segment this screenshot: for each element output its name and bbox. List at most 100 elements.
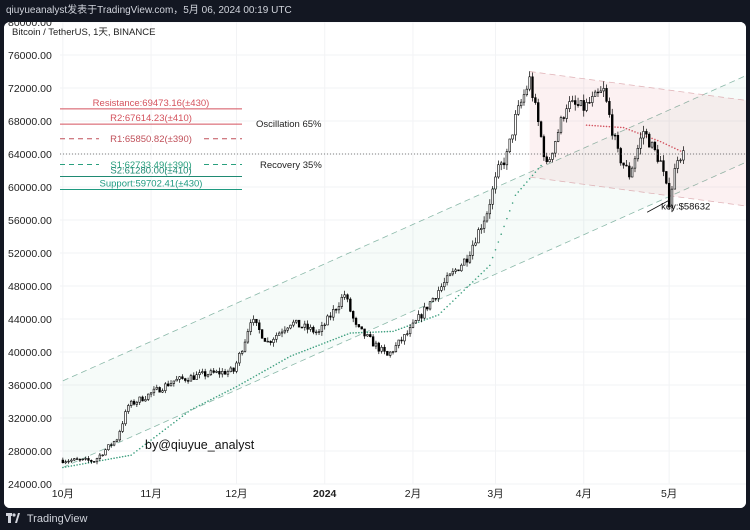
candle-body xyxy=(591,96,594,103)
trail-dot xyxy=(355,332,357,334)
candle-body xyxy=(175,378,178,382)
candle-body xyxy=(531,76,534,98)
candle-body xyxy=(460,264,463,272)
candle-body xyxy=(181,376,184,379)
candle-body xyxy=(488,203,491,215)
trail-dot xyxy=(178,417,181,420)
trail-dot-red xyxy=(634,131,636,133)
trail-dot xyxy=(318,344,320,346)
candle-body xyxy=(477,229,480,244)
trail-dot xyxy=(366,331,369,334)
candle-body xyxy=(363,328,366,337)
trail-dot xyxy=(429,317,431,319)
level-label: Resistance:69473.16(±430) xyxy=(93,98,210,109)
trail-dot xyxy=(124,455,127,457)
trail-dot xyxy=(540,164,542,167)
candle-body xyxy=(141,396,144,402)
candle-body xyxy=(394,345,398,353)
candle-body xyxy=(545,156,548,163)
candle-body xyxy=(443,282,446,288)
candle-body xyxy=(277,332,281,336)
trail-dot xyxy=(138,447,141,450)
candle-body xyxy=(246,331,250,343)
trail-dot xyxy=(210,398,212,401)
candle-body xyxy=(147,393,150,400)
candle-body xyxy=(243,341,247,352)
trail-dot xyxy=(173,421,175,424)
candle-body xyxy=(653,141,657,150)
trail-dot xyxy=(130,454,132,456)
candle-body xyxy=(534,97,537,103)
trail-dot xyxy=(232,387,235,389)
candle-body xyxy=(223,371,227,375)
candle-body xyxy=(84,458,87,460)
y-tick-label: 40000.00 xyxy=(8,347,52,359)
trail-dot xyxy=(526,181,528,183)
candle-body xyxy=(343,294,346,298)
trail-dot xyxy=(241,382,243,385)
key-label: key:$58632 xyxy=(661,201,710,212)
trail-dot xyxy=(417,321,420,323)
y-tick-label: 36000.00 xyxy=(8,380,52,392)
candle-body xyxy=(357,324,361,327)
candle-body xyxy=(260,329,264,339)
candle-body xyxy=(369,334,372,338)
trail-dot xyxy=(76,464,78,466)
candle-body xyxy=(642,131,645,139)
trail-dot-red xyxy=(628,128,631,131)
trail-dot xyxy=(244,381,246,383)
trail-dot xyxy=(423,319,426,321)
candle-body xyxy=(420,314,423,319)
footer-brand: TradingView xyxy=(26,513,88,525)
level-label: R1:65850.82(±390) xyxy=(110,134,192,145)
candle-body xyxy=(406,333,409,335)
candle-body xyxy=(426,306,429,310)
trail-dot-red xyxy=(654,138,656,141)
trail-dot-red xyxy=(659,140,662,143)
trail-dot xyxy=(110,457,113,460)
price-chart[interactable]: Resistance:69473.16(±430) R2:67614.23(±41… xyxy=(4,22,746,508)
trail-dot xyxy=(343,334,346,337)
trail-dot xyxy=(201,403,204,405)
candle-body xyxy=(454,269,457,272)
trail-dot xyxy=(531,174,534,177)
trail-dot xyxy=(474,278,477,280)
candle-body xyxy=(673,168,677,190)
candle-body xyxy=(138,396,141,403)
trail-dot xyxy=(161,430,164,433)
trail-dot xyxy=(426,318,428,320)
trail-dot xyxy=(523,184,525,187)
grid-layer xyxy=(60,22,746,485)
candle-body xyxy=(295,319,298,323)
trail-dot-red xyxy=(608,125,611,128)
trail-dot-red xyxy=(602,125,605,128)
candle-body xyxy=(121,423,124,432)
trail-dot xyxy=(432,316,434,318)
candle-body xyxy=(574,100,577,105)
candle-body xyxy=(226,371,230,375)
trail-dot xyxy=(534,171,537,173)
candle-body xyxy=(537,102,540,123)
candle-body xyxy=(511,134,514,140)
channel-lower-line xyxy=(62,161,746,468)
trail-dot-red xyxy=(637,132,639,134)
candle-body xyxy=(64,461,67,464)
trail-dot xyxy=(278,361,280,364)
trail-dot xyxy=(301,350,303,353)
level-label-bg xyxy=(99,159,203,170)
candle-body xyxy=(127,405,130,412)
candle-body xyxy=(670,188,674,208)
trail-dot xyxy=(386,330,389,333)
trail-dot-red xyxy=(674,147,676,150)
trail-dot xyxy=(469,283,471,286)
trail-dot xyxy=(508,210,511,212)
candle-body xyxy=(659,160,662,162)
candle-body xyxy=(645,131,648,135)
trail-dot xyxy=(446,305,448,308)
trail-dot xyxy=(460,292,463,294)
y-tick-label: 48000.00 xyxy=(8,281,52,293)
candle-body xyxy=(306,323,309,330)
trail-dot xyxy=(443,308,446,311)
trail-dot xyxy=(286,356,289,359)
axes-layer: 80000.00 76000.00 72000.00 68000.00 64000.00… xyxy=(8,22,677,500)
